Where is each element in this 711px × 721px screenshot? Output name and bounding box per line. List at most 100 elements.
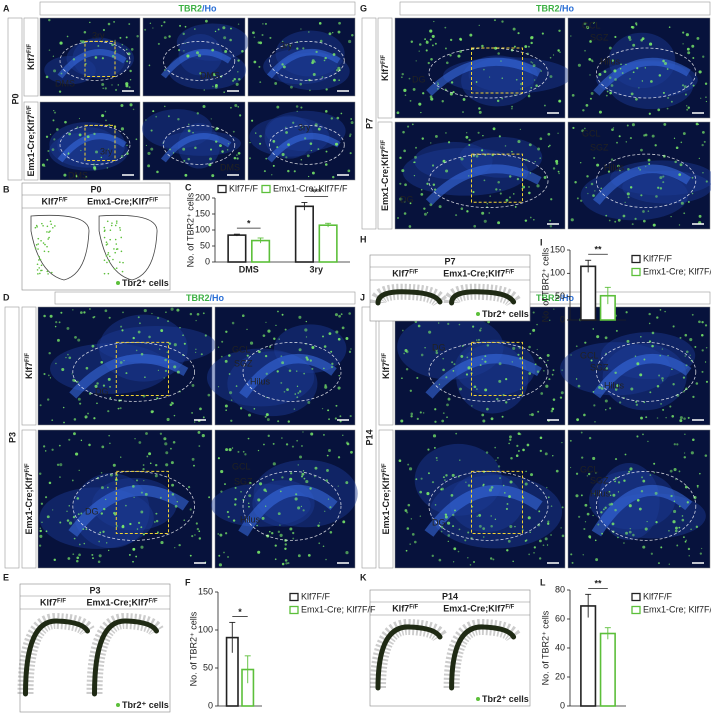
cell [101,445,105,449]
cell [454,509,456,512]
cell [204,334,207,337]
header-box [39,1,356,16]
cell [236,157,239,160]
label-sup: F/F [382,463,388,472]
cell [111,222,113,224]
cell [105,119,107,122]
cell [135,138,138,141]
cell [196,312,200,316]
cell [277,310,279,313]
cell [519,128,521,131]
cell [349,414,352,418]
cell [610,502,614,506]
cell [500,60,502,62]
cell [496,99,500,103]
cell [335,330,339,334]
cell [135,479,139,482]
cell [200,353,203,356]
cell [557,132,559,134]
cell [676,544,679,547]
cell [468,175,470,177]
cell [682,390,685,393]
cell [226,149,229,151]
cell [684,433,686,435]
cell [225,409,227,411]
region-label: 3ry [100,146,113,156]
cell [183,519,186,522]
cell [223,551,225,554]
cell [102,530,105,533]
cell [120,456,122,458]
cell [209,157,212,161]
cell [48,231,50,233]
cell [425,49,428,52]
cell [128,23,131,26]
cell [524,45,528,48]
cell [501,97,503,100]
cell [557,170,560,173]
legend-swatch [217,184,227,194]
cell [46,245,48,248]
cell [325,110,328,113]
cell [62,406,65,409]
cell [704,82,708,85]
cell [204,19,208,23]
cell [306,358,309,361]
cell [345,481,349,485]
cell [47,149,50,153]
cell [109,238,111,241]
cell [129,69,132,73]
cell [105,241,108,244]
cell [93,417,96,420]
cell [338,79,340,82]
cell [619,169,621,172]
cell [270,532,274,535]
cell [528,191,531,195]
cell [135,555,138,558]
cell [406,511,409,514]
cell [547,132,551,136]
cell [519,357,522,360]
cell [430,57,433,61]
cell [296,396,299,399]
cell [657,108,661,112]
panel-letter: G [360,3,367,13]
tissue [72,37,126,79]
cell [265,396,268,399]
cell [53,558,56,562]
cell [92,557,94,560]
cell-layer [23,618,90,697]
cell [473,385,477,389]
cell [113,248,115,250]
cell [569,466,572,469]
cell [438,558,442,562]
cell [660,402,662,405]
cell [117,84,120,86]
cell [219,144,222,148]
cell [579,161,582,164]
cell [246,354,249,357]
cell [100,360,104,364]
cell [617,491,620,493]
cell [140,526,143,529]
cell [115,267,118,269]
cell-layer [593,57,691,96]
cell [551,373,554,376]
cell [667,354,669,357]
cell [447,521,451,525]
cell [670,215,672,218]
cell [648,163,651,165]
cell [592,390,595,393]
cell [301,126,303,129]
cell [473,224,477,228]
cell [629,137,632,140]
y-tick-label: 0 [205,256,210,266]
cell [505,198,509,202]
cell [234,104,238,108]
cell [692,57,695,59]
cell [288,369,292,372]
cell [533,218,535,221]
cell [698,320,701,324]
cell [281,63,284,66]
cell [434,420,437,423]
